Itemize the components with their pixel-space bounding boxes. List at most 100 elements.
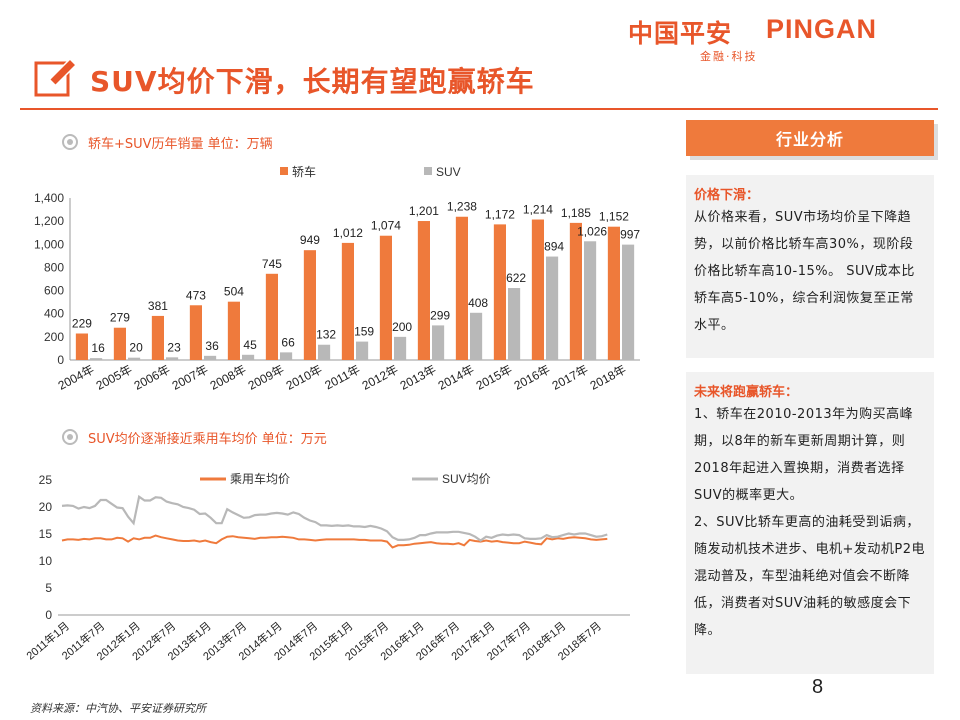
x-tick-label: 2005年 [94,362,135,393]
x-tick-label: 2014年 [436,362,477,393]
x-tick-label: 2007年 [170,362,211,393]
price-line-chart: 乘用车均价 SUV均价05101520252011年1月2011年7月2012年1… [23,471,630,663]
outperform-box: 未来将跑赢轿车： 1、轿车在2010-2013年为购买高峰期，以8年的新车更新周… [686,372,934,674]
data-label-sedan: 1,185 [561,206,591,220]
box2-heading: 未来将跑赢轿车： [694,385,799,400]
page-number: 8 [812,676,824,698]
y-tick-label: 15 [39,527,53,541]
data-label-suv: 36 [205,339,219,353]
panel-header: 行业分析 [686,120,934,156]
title-divider [20,108,938,110]
legend-swatch-sedan [280,167,288,175]
y-tick-label: 25 [39,473,53,487]
data-label-sedan: 1,201 [409,204,439,218]
brand-tagline: 金融·科技 [700,50,758,63]
bar-suv [128,357,141,360]
source-note: 资料来源：中汽协、平安证券研究所 [30,702,206,715]
bar-sedan [531,219,544,360]
bar-suv [394,336,407,360]
y-tick-label: 20 [39,500,53,514]
bar-sedan [227,301,240,360]
bar-sedan [113,327,126,360]
data-label-sedan: 1,074 [371,219,401,233]
y-tick-label: 600 [44,284,64,298]
price-decline-box: 价格下滑： 从价格来看，SUV市场均价呈下降趋势，以前价格比轿车高30%，现阶段… [686,175,934,358]
sales-bar-chart: 轿车 SUV 0 200 400 600 800 1,000 1,200 1,400 229 16 20… [34,164,640,393]
section-bullet-icon [62,429,78,445]
x-tick-label: 2009年 [246,362,287,393]
data-label-suv: 66 [281,335,295,349]
bar-suv [546,256,559,360]
y-tick-label: 1,000 [34,237,64,251]
brand-name-cn: 中国平安 [628,19,733,48]
data-label-suv: 1,026 [577,224,607,238]
data-label-suv: 622 [506,271,526,285]
x-tick-label: 2006年 [132,362,173,393]
data-label-suv: 299 [430,308,450,322]
data-label-sedan: 279 [110,311,130,325]
y-tick-label: 0 [45,608,52,622]
x-tick-label: 2008年 [208,362,249,393]
data-label-suv: 200 [392,320,412,334]
bar-sedan [303,250,316,360]
bar-sedan [417,221,430,360]
bar-suv [166,357,179,360]
data-label-suv: 16 [91,341,105,355]
bar-suv [622,244,635,360]
y-tick-label: 10 [39,554,53,568]
data-label-suv: 45 [243,338,257,352]
series-line-suv [61,494,608,542]
y-tick-label: 1,400 [34,191,64,205]
bar-sedan [151,315,164,360]
box2-point-1: 1、轿车在2010-2013年为购买高峰期，以8年的新车更新周期计算，则2018… [694,407,914,503]
bar-suv [242,354,255,360]
y-tick-label: 0 [57,353,64,367]
data-label-suv: 159 [354,325,374,339]
data-label-sedan: 949 [300,233,320,247]
bar-sedan [493,224,506,360]
data-label-sedan: 381 [148,299,168,313]
legend-swatch-suv [424,167,432,175]
bar-sedan [569,222,582,360]
bar-sedan [189,305,202,360]
bar-suv [432,325,445,360]
bar-suv [356,341,369,360]
legend-label-sedan: 轿车 [292,164,316,179]
y-tick-label: 1,200 [34,214,64,228]
data-label-sedan: 745 [262,257,282,271]
bar-suv [280,352,293,360]
bar-sedan [379,235,392,360]
x-tick-label: 2018年 [588,362,629,393]
bar-suv [90,358,103,360]
x-tick-label: 2016年 [512,362,553,393]
bar-sedan [75,333,88,360]
bar-suv [584,241,597,360]
legend-label-suv: SUV [436,165,461,179]
section-bullet-icon [62,134,78,150]
data-label-suv: 408 [468,296,488,310]
bar-suv [508,288,521,360]
brand-name-en: PINGAN [766,14,878,44]
bar-suv [318,344,331,360]
x-tick-label: 2011年 [322,362,362,392]
data-label-sedan: 1,214 [523,203,553,217]
bar-suv [204,355,217,360]
bar-sedan [341,242,354,360]
data-label-sedan: 1,172 [485,207,515,221]
x-tick-label: 2017年 [550,362,591,393]
data-label-suv: 894 [544,240,564,254]
series-line-car [61,534,608,549]
box1-heading: 价格下滑： [694,188,760,203]
data-label-sedan: 1,152 [599,210,629,224]
bar-sedan [607,226,620,360]
data-label-suv: 132 [316,328,336,342]
box2-point-2: 2、SUV比轿车更高的油耗受到诟病，随发动机技术进步、电机+发动机P2电混动普及… [694,515,926,638]
section1-title: 轿车+SUV历年销量 单位：万辆 [88,137,273,152]
bar-sedan [265,273,278,360]
bar-sedan [455,216,468,360]
data-label-sedan: 1,238 [447,200,477,214]
y-tick-label: 800 [44,260,64,274]
data-label-sedan: 1,012 [333,226,363,240]
x-tick-label: 2015年 [474,362,515,393]
y-tick-label: 5 [45,581,52,595]
